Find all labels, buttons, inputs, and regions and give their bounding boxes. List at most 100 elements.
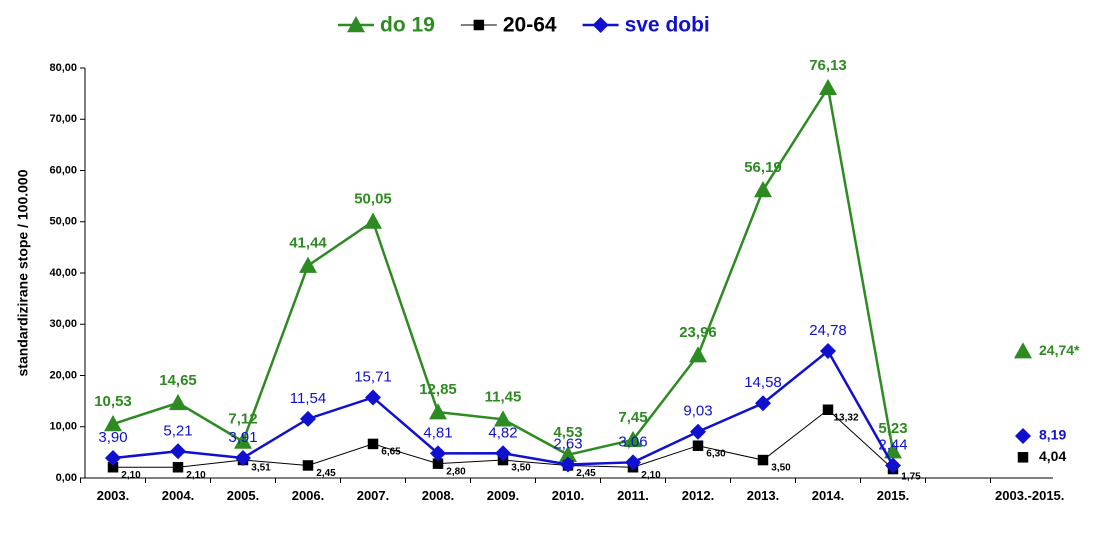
- data-label: 2,80: [446, 466, 466, 477]
- marker: [169, 393, 187, 411]
- marker: [365, 389, 381, 406]
- data-label: 4,53: [553, 424, 582, 441]
- marker: [755, 395, 771, 412]
- data-label: 11,45: [485, 388, 522, 405]
- data-label: 2,45: [576, 468, 596, 479]
- data-label: 3,06: [618, 433, 647, 450]
- marker: [299, 256, 317, 273]
- data-label: 23,96: [679, 324, 717, 341]
- marker: [820, 343, 836, 360]
- data-label: 24,78: [809, 322, 847, 339]
- data-label: 41,44: [289, 235, 327, 252]
- marker: [429, 403, 447, 420]
- x-tick-label: 2006.: [291, 488, 325, 503]
- x-tick-label: 2005.: [226, 488, 260, 503]
- data-label: 2,10: [121, 470, 141, 481]
- y-tick-label: 80,00: [49, 62, 77, 74]
- data-label: 2,10: [641, 470, 661, 481]
- x-tick-label: 2011.: [617, 488, 649, 503]
- marker: [235, 449, 251, 466]
- marker: [107, 461, 119, 473]
- marker: [234, 432, 252, 449]
- data-label: 14,58: [744, 374, 782, 391]
- data-label: 1,75: [901, 472, 921, 483]
- data-label: 14,65: [159, 372, 197, 389]
- data-label: 15,71: [354, 368, 392, 385]
- data-label: 4,04: [1039, 448, 1066, 464]
- data-label: 4,81: [423, 424, 452, 441]
- marker: [347, 16, 365, 33]
- marker: [757, 454, 769, 466]
- marker: [819, 78, 837, 96]
- data-label: 76,13: [809, 57, 847, 74]
- data-label: 9,03: [683, 403, 712, 420]
- marker: [172, 461, 184, 473]
- data-label: 3,90: [98, 429, 127, 446]
- marker: [105, 450, 121, 467]
- data-label: 3,50: [771, 463, 791, 474]
- marker: [494, 410, 512, 427]
- marker: [625, 454, 641, 471]
- marker: [690, 423, 706, 440]
- marker: [495, 445, 511, 462]
- marker: [560, 456, 576, 473]
- y-tick-label: 60,00: [49, 164, 77, 176]
- marker: [302, 460, 314, 471]
- data-label: 2,63: [553, 435, 582, 452]
- marker: [367, 438, 379, 450]
- data-label: 2,45: [316, 468, 336, 479]
- marker: [884, 442, 902, 459]
- marker: [104, 415, 122, 432]
- marker: [430, 445, 446, 462]
- data-label: 2,10: [186, 470, 206, 481]
- y-tick-label: 10,00: [49, 421, 77, 433]
- marker: [432, 458, 444, 469]
- marker: [559, 445, 577, 462]
- legend-label: 20-64: [503, 14, 557, 37]
- y-tick-label: 40,00: [49, 267, 77, 279]
- x-tick-label: 2008.: [421, 488, 455, 503]
- x-tick-label: 2007.: [356, 488, 390, 503]
- y-axis-label: standardizirane stope / 100.000: [15, 169, 31, 376]
- x-tick-label: 2013.: [746, 488, 780, 503]
- data-label: 10,53: [94, 393, 132, 410]
- y-tick-label: 30,00: [49, 318, 77, 330]
- x-tick-label: 2003.: [96, 488, 130, 503]
- y-tick-label: 20,00: [49, 369, 77, 381]
- marker: [1017, 452, 1029, 463]
- marker: [754, 181, 772, 198]
- x-tick-label: 2003.-2015.: [995, 488, 1065, 503]
- data-label: 13,32: [833, 412, 858, 423]
- marker: [1014, 342, 1032, 359]
- x-tick-label: 2012.: [681, 488, 715, 503]
- data-label: 3,91: [228, 429, 257, 446]
- marker: [692, 440, 704, 451]
- data-label: 3,51: [251, 463, 271, 474]
- marker: [624, 430, 642, 448]
- y-tick-label: 70,00: [49, 113, 77, 125]
- marker: [473, 19, 485, 31]
- data-label: 11,54: [290, 390, 326, 407]
- data-label: 2,44: [878, 436, 907, 453]
- marker: [885, 457, 901, 474]
- data-label: 6,65: [381, 447, 401, 458]
- data-label: 56,19: [744, 159, 782, 176]
- marker: [364, 212, 382, 229]
- legend-label: sve dobi: [625, 14, 710, 37]
- data-label: 7,12: [228, 410, 257, 427]
- x-tick-label: 2010.: [551, 488, 585, 503]
- y-tick-label: 0,00: [56, 472, 77, 484]
- y-tick-label: 50,00: [49, 216, 77, 228]
- x-tick-label: 2004.: [161, 488, 195, 503]
- data-label: 6,30: [706, 448, 726, 459]
- data-label: 5,23: [878, 420, 907, 437]
- data-label: 50,05: [354, 190, 392, 207]
- data-label: 24,74*: [1039, 342, 1080, 358]
- marker: [300, 410, 316, 427]
- marker: [592, 17, 609, 33]
- x-tick-label: 2014.: [811, 488, 845, 503]
- marker: [170, 443, 186, 460]
- data-label: 7,45: [618, 409, 647, 426]
